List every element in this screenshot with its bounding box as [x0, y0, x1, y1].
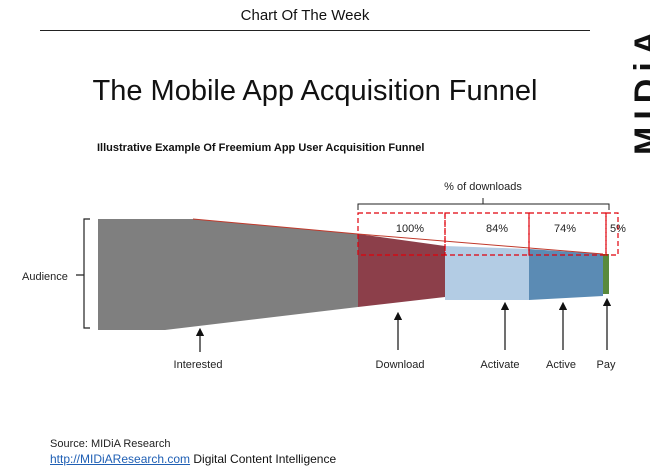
funnel-segment-download — [358, 234, 445, 307]
stage-label-download: Download — [376, 359, 425, 371]
stage-label-pay: Pay — [597, 359, 616, 371]
funnel-segment-activate — [445, 246, 529, 300]
pct-box-pay — [605, 212, 619, 256]
pct-boxes — [357, 212, 619, 256]
pct-label-active: 74% — [554, 223, 576, 235]
funnel-segment-interested — [98, 219, 358, 330]
audience-bracket — [76, 218, 90, 329]
midia-logo: MIDiA — [594, 5, 650, 160]
stage-label-active: Active — [546, 359, 576, 371]
funnel-segment-active — [529, 249, 603, 300]
funnel-chart: Audience % of downloads 100% 84% 74% 5% … — [22, 181, 626, 371]
pct-label-download: 100% — [396, 223, 424, 235]
funnel-segment-pay — [603, 254, 609, 294]
bracket-title: % of downloads — [444, 181, 522, 193]
footer-tagline: Digital Content Intelligence — [190, 452, 337, 466]
pct-label-activate: 84% — [486, 223, 508, 235]
header-title: Chart Of The Week — [240, 7, 370, 24]
bracket-top-line — [357, 198, 610, 210]
header-rule — [40, 30, 590, 31]
chart-subtitle: Illustrative Example Of Freemium App Use… — [97, 142, 425, 154]
stage-label-activate: Activate — [480, 359, 519, 371]
stage-label-interested: Interested — [174, 359, 223, 371]
pct-label-pay: 5% — [610, 223, 626, 235]
audience-label: Audience — [22, 271, 68, 283]
svg-text:MIDiA: MIDiA — [628, 24, 650, 155]
footer-line: http://MIDiAResearch.com Digital Content… — [50, 452, 336, 466]
source-note: Source: MIDiA Research — [50, 438, 171, 450]
pct-box-download — [357, 212, 446, 256]
pct-box-active — [528, 212, 607, 256]
main-title: The Mobile App Acquisition Funnel — [92, 75, 538, 107]
midia-website-link[interactable]: http://MIDiAResearch.com — [50, 452, 191, 466]
